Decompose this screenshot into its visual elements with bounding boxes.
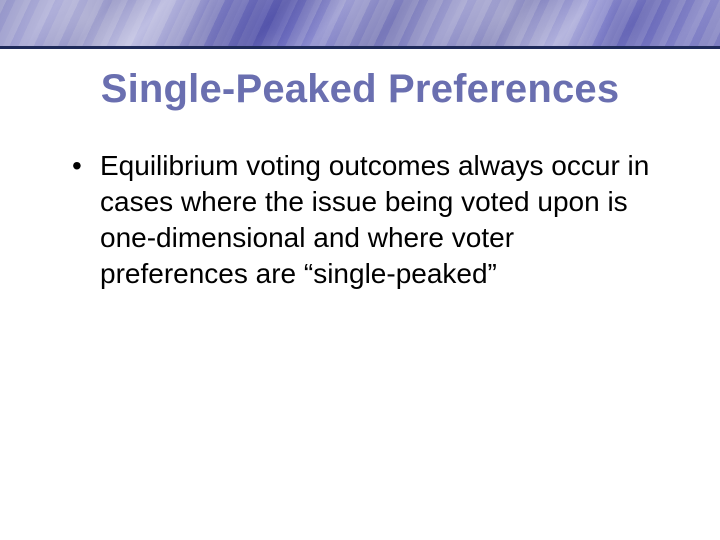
bullet-item: • Equilibrium voting outcomes always occ…: [72, 148, 660, 292]
banner-underline: [0, 46, 720, 49]
bullet-marker: •: [72, 148, 100, 184]
slide-body: • Equilibrium voting outcomes always occ…: [0, 148, 720, 292]
bullet-text: Equilibrium voting outcomes always occur…: [100, 148, 660, 292]
decorative-top-banner: [0, 0, 720, 46]
slide-title: Single-Peaked Preferences: [0, 67, 720, 112]
